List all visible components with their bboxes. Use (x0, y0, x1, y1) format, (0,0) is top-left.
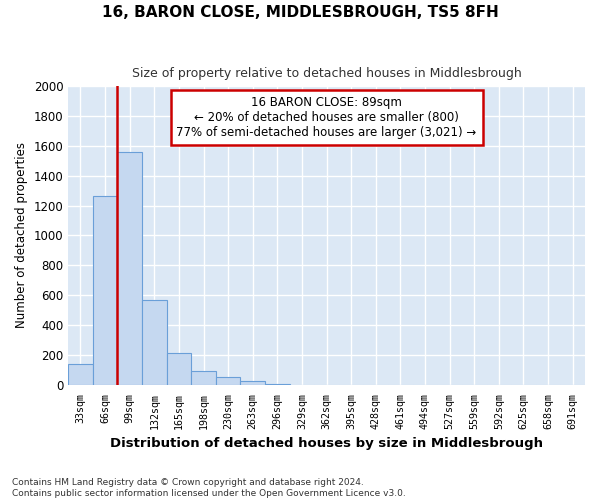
Bar (118, 152, 142, 385)
Y-axis label: Number of detached properties: Number of detached properties (15, 142, 28, 328)
Text: Contains HM Land Registry data © Crown copyright and database right 2024.
Contai: Contains HM Land Registry data © Crown c… (12, 478, 406, 498)
Bar (191, 371, 216, 385)
Bar (265, 384, 290, 385)
X-axis label: Distribution of detached houses by size in Middlesbrough: Distribution of detached houses by size … (110, 437, 543, 450)
Bar (216, 377, 241, 385)
Text: 16 BARON CLOSE: 89sqm
← 20% of detached houses are smaller (800)
77% of semi-det: 16 BARON CLOSE: 89sqm ← 20% of detached … (176, 96, 477, 140)
Bar (93, 196, 118, 385)
Bar (241, 380, 265, 385)
Title: Size of property relative to detached houses in Middlesbrough: Size of property relative to detached ho… (132, 68, 521, 80)
Text: 16, BARON CLOSE, MIDDLESBROUGH, TS5 8FH: 16, BARON CLOSE, MIDDLESBROUGH, TS5 8FH (101, 5, 499, 20)
Bar (68, 364, 93, 385)
Bar (167, 353, 191, 385)
Bar (142, 300, 167, 385)
